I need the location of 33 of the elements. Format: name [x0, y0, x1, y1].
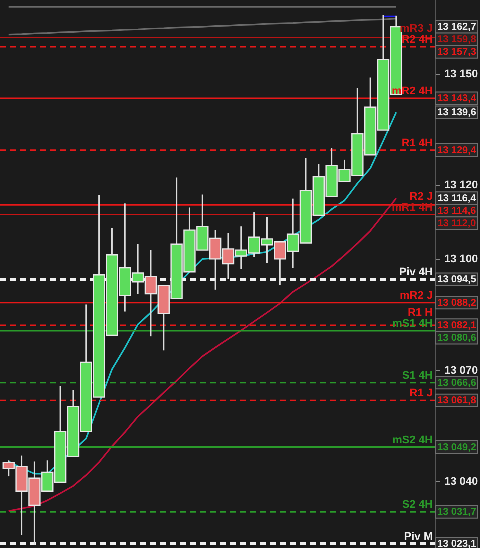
text: 13 139,6	[438, 108, 477, 119]
line-series	[8, 18, 398, 36]
text: 13 082,1	[438, 320, 477, 332]
y-tick-label: 13 150	[444, 68, 478, 81]
text: 13 088,2	[438, 298, 477, 309]
text: 13 116,4	[438, 193, 477, 204]
y-tick-label: 13 070	[444, 364, 478, 377]
text: 13 049,2	[438, 442, 477, 454]
text: 13 066,6	[438, 378, 477, 389]
y-tick-label: 13 120	[444, 180, 478, 192]
text: 13 080,6	[438, 332, 477, 344]
ref-line-label: Piv M	[404, 530, 433, 543]
y-tick-label: 13 040	[444, 476, 478, 488]
text: 13 112,0	[438, 218, 477, 230]
ref-line-label: R1 H	[408, 307, 434, 320]
ref-line-label: mS2 4H	[392, 434, 434, 446]
text: 13 129,4	[438, 145, 477, 156]
text: 13 114,6	[438, 206, 477, 217]
ref-line-label: S2 4H	[402, 499, 434, 512]
text: 13 061,8	[438, 396, 477, 407]
text: 13 143,4	[438, 93, 477, 104]
text: 13 162,7	[438, 22, 477, 34]
text: 13 157,3	[438, 47, 477, 58]
y-tick-label: 13 100	[444, 254, 478, 266]
ref-line-label: R1 J	[410, 388, 433, 400]
text: 13 159,8	[438, 34, 477, 46]
ref-line-label: mR2 J	[400, 290, 433, 302]
text: 13 031,7	[438, 507, 477, 518]
ref-line-label: R1 4H	[402, 137, 434, 150]
ref-line-label: R2 J	[410, 190, 433, 203]
text: 13 094,5	[438, 274, 477, 286]
ref-line-label: Piv 4H	[399, 266, 434, 279]
ref-line-label: S1 4H	[402, 370, 434, 382]
